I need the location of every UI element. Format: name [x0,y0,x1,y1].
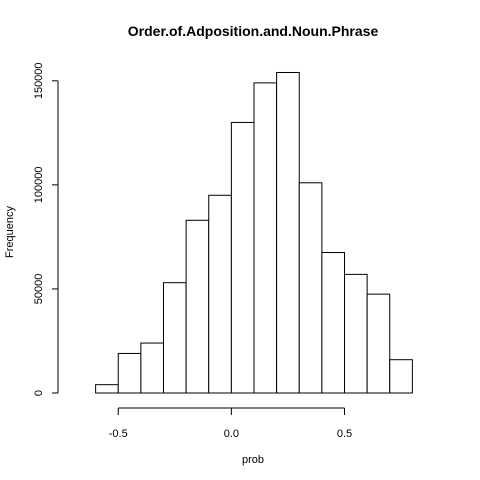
histogram-bar-12 [366,293,391,394]
histogram-bar-6 [230,121,255,394]
histogram-bar-7 [253,82,278,394]
histogram-bar-13 [389,359,413,394]
y-tick-label: 150000 [33,62,45,99]
y-tick-label: 0 [33,390,45,396]
y-axis: 0 50000 100000 150000 Frequency [4,62,59,396]
x-tick-label: 0.0 [224,428,239,440]
histogram-bar-4 [185,219,210,394]
x-tick-label: 0.5 [337,428,352,440]
bars-layer [95,71,413,394]
x-axis-label: prob [242,454,264,466]
histogram-bar-11 [344,273,368,394]
histogram-bar-8 [276,71,300,394]
histogram-bar-9 [298,182,323,394]
chart-title: Order.of.Adposition.and.Noun.Phrase [128,23,379,39]
histogram-bar-10 [321,252,346,394]
histogram-bar-0 [95,384,119,394]
histogram-bar-5 [208,194,232,394]
x-tick-label: -0.5 [109,428,128,440]
x-ticks: -0.5 0.0 0.5 [109,408,352,440]
y-axis-label: Frequency [4,206,16,258]
y-tick-label: 50000 [33,274,45,305]
y-ticks: 0 50000 100000 150000 [33,62,58,396]
x-axis: -0.5 0.0 0.5 prob [109,407,352,466]
histogram-bar-3 [163,282,187,394]
histogram-bar-2 [140,342,165,394]
histogram-bar-1 [117,352,142,394]
y-tick-label: 100000 [33,167,45,204]
